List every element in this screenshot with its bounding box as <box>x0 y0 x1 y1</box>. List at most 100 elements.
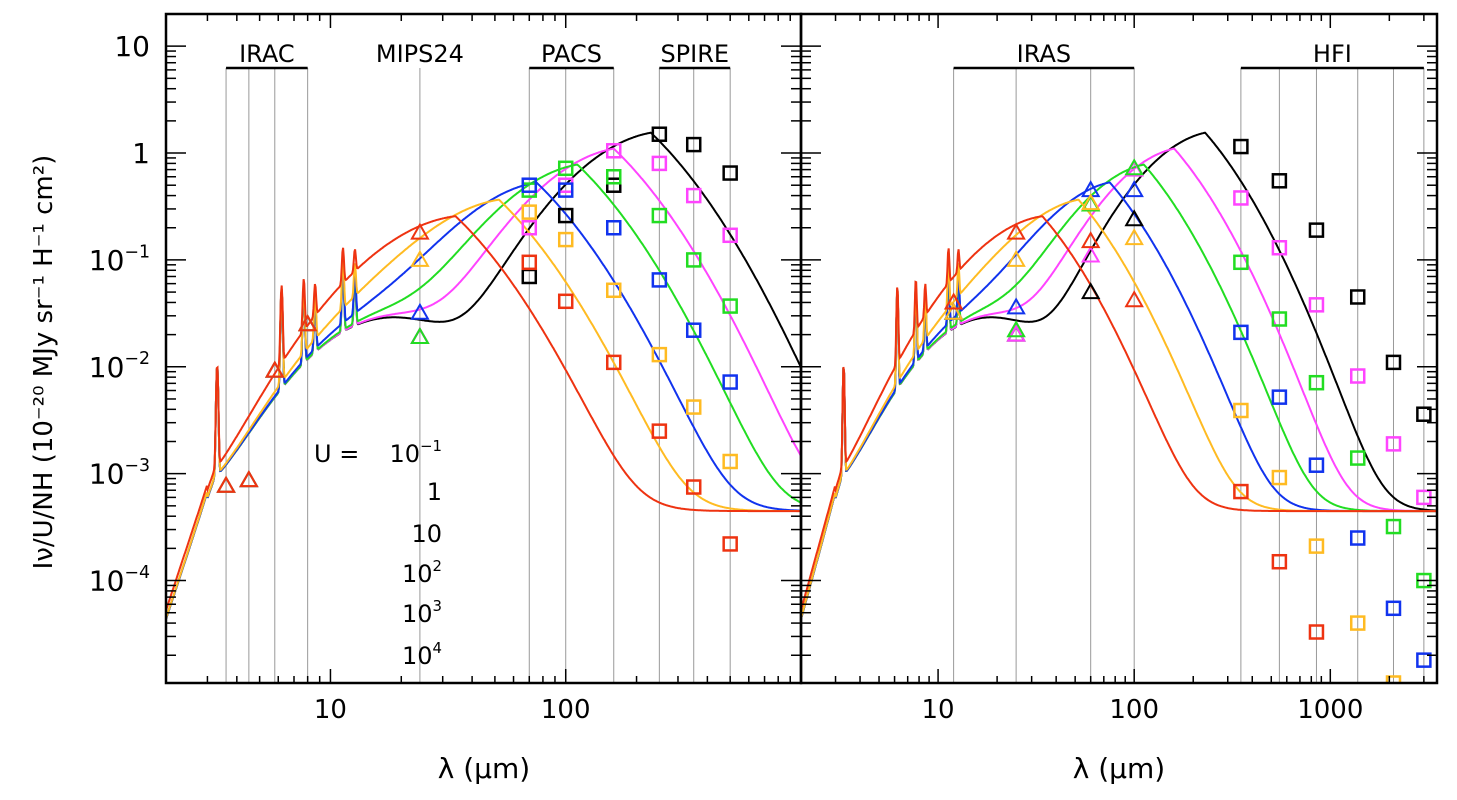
band-label-hfi: HFI <box>1313 40 1352 68</box>
right-square-u-100-3 <box>1349 530 1366 546</box>
right-panel: IRAS HFI 10 100 1000 <box>799 12 1439 725</box>
band-label-mips24: MIPS24 <box>376 40 464 68</box>
legend-entry-2: 10 <box>411 520 442 548</box>
left-square-u-1-0 <box>521 220 538 236</box>
right-triangle-u-0.1-2 <box>1080 282 1101 300</box>
right-square-u-1-3 <box>1349 368 1366 384</box>
right-square-u-10000-2 <box>1308 624 1325 640</box>
left-curve-u-1000 <box>166 198 801 619</box>
right-triangle-u-1000-3 <box>1124 228 1144 246</box>
left-curve-u-100 <box>166 181 801 620</box>
left-triangle-u-10000-3 <box>297 314 318 332</box>
left-square-u-10000-5 <box>722 536 738 552</box>
left-square-u-100-5 <box>722 374 738 390</box>
legend-entry-3: 102 <box>402 557 442 588</box>
y-axis-label: Iν/U/NH (10⁻²⁰ MJy sr⁻¹ H⁻¹ cm²) <box>29 155 59 570</box>
y-tick-label: 10−3 <box>89 456 150 491</box>
legend-entry-0: 10−1 <box>390 437 442 468</box>
right-triangle-u-10000-3 <box>1124 290 1144 308</box>
band-label-iras: IRAS <box>1017 40 1071 68</box>
legend-entry-5: 104 <box>402 639 442 670</box>
right-triangle-u-10-1 <box>1006 320 1026 338</box>
legend: U = 10−1 1 10 102 103 104 <box>314 437 442 670</box>
right-curve-u-1 <box>801 147 1437 620</box>
left-square-u-100-3 <box>651 272 668 288</box>
right-square-u-100-5 <box>1416 652 1432 668</box>
right-square-u-1000-0 <box>1233 402 1249 419</box>
right-square-u-0.1-5 <box>1416 406 1432 422</box>
left-square-u-0.1-3 <box>651 126 668 142</box>
left-triangle-u-10-4 <box>410 326 430 345</box>
right-triangle-u-10000-0 <box>943 292 964 310</box>
band-label-pacs: PACS <box>541 40 602 68</box>
legend-prefix: U = <box>314 440 359 468</box>
right-square-u-0.1-4 <box>1385 354 1402 371</box>
right-square-u-1000-1 <box>1271 469 1288 486</box>
left-square-u-100-4 <box>685 322 702 338</box>
y-tick-label: 10−2 <box>89 349 150 384</box>
left-x-tick-label-100: 100 <box>541 695 591 725</box>
right-triangle-u-100-3 <box>1124 180 1144 198</box>
right-square-u-10000-0 <box>1233 483 1249 500</box>
y-tick-label: 10−1 <box>89 242 150 277</box>
right-square-u-0.1-2 <box>1308 222 1325 238</box>
left-square-u-1000-4 <box>685 399 702 415</box>
right-square-u-1-0 <box>1233 190 1249 206</box>
left-square-u-0.1-5 <box>722 165 738 181</box>
right-curve-u-10 <box>801 163 1437 620</box>
left-square-u-10000-1 <box>557 293 574 310</box>
left-square-u-1-2 <box>605 143 622 159</box>
legend-entry-1: 1 <box>427 478 442 506</box>
y-tick-label: 1 <box>132 137 150 170</box>
left-square-u-1-4 <box>685 187 702 204</box>
left-square-u-100-1 <box>557 182 574 198</box>
left-square-u-10000-4 <box>685 479 702 495</box>
axis-labels: λ (μm) λ (μm) Iν/U/NH (10⁻²⁰ MJy sr⁻¹ H⁻… <box>29 155 1165 785</box>
right-square-u-0.1-3 <box>1349 289 1366 305</box>
left-triangle-u-1000-4 <box>410 249 430 267</box>
left-frame <box>164 12 803 685</box>
left-triangle-u-10000-1 <box>239 470 259 488</box>
right-x-tick-label-1000: 1000 <box>1297 695 1363 725</box>
left-square-u-0.1-2 <box>605 177 622 193</box>
left-panel: IRAC MIPS24 PACS SPIRE 10 100 10 1 10−1 10−2 10−3 1… <box>89 12 803 725</box>
left-triangle-u-100-4 <box>410 302 430 320</box>
right-triangle-u-10000-1 <box>1006 222 1026 240</box>
left-square-u-10000-0 <box>521 254 538 271</box>
band-label-spire: SPIRE <box>660 40 729 68</box>
right-square-u-100-0 <box>1233 324 1249 341</box>
right-square-u-1-1 <box>1271 239 1288 256</box>
left-curve-u-1 <box>166 147 801 620</box>
left-curve-u-10 <box>166 163 801 620</box>
right-triangle-u-1-1 <box>1006 324 1026 342</box>
right-square-u-1000-3 <box>1349 615 1366 631</box>
right-triangle-u-1000-2 <box>1080 193 1101 211</box>
right-triangle-u-1-2 <box>1080 245 1101 263</box>
left-square-u-10000-2 <box>605 354 622 371</box>
right-square-u-100-2 <box>1308 457 1325 473</box>
left-square-u-1000-1 <box>557 231 574 248</box>
right-x-tick-label-10: 10 <box>922 695 955 725</box>
right-square-u-1000-4 <box>1385 675 1402 683</box>
left-square-u-10-2 <box>605 169 622 185</box>
right-markers <box>943 138 1432 683</box>
right-curves <box>801 131 1437 620</box>
left-x-axis-label: λ (μm) <box>438 752 530 785</box>
right-square-u-10-1 <box>1271 311 1288 327</box>
right-x-axis-label: λ (μm) <box>1073 752 1165 785</box>
right-curve-u-1000 <box>801 198 1437 619</box>
left-square-u-10-3 <box>651 207 668 224</box>
right-square-u-10-3 <box>1349 450 1366 466</box>
right-triangle-u-1000-1 <box>1006 249 1026 267</box>
left-triangle-u-10000-0 <box>216 475 236 493</box>
left-triangle-u-10000-2 <box>265 360 285 378</box>
right-curve-u-100 <box>801 181 1437 620</box>
right-frame <box>799 12 1439 685</box>
right-curve-u-10000 <box>801 215 1437 611</box>
left-square-u-1-3 <box>651 155 668 172</box>
left-square-u-0.1-4 <box>685 136 702 153</box>
left-square-u-10-5 <box>722 298 738 314</box>
right-square-u-100-4 <box>1385 600 1402 617</box>
left-square-u-1000-3 <box>651 346 668 363</box>
legend-entry-4: 103 <box>402 597 442 628</box>
